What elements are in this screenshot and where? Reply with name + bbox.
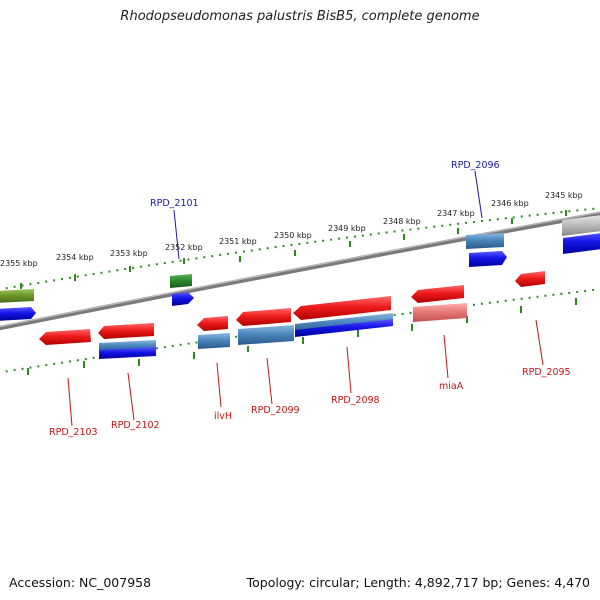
- gene-blue-left[interactable]: [0, 307, 36, 321]
- forward-major-ticks: [20, 210, 567, 289]
- gene-rpd2101-blue[interactable]: [172, 292, 194, 306]
- gene-grey-right[interactable]: [562, 214, 600, 236]
- gene-label-miaa: miaA: [439, 381, 464, 392]
- scale-labels: 2355 kbp 2354 kbp 2353 kbp 2352 kbp 2351…: [0, 191, 583, 268]
- gene-rpd2098-red[interactable]: [293, 296, 391, 320]
- forward-scale-track: [0, 207, 600, 291]
- gene-miaa-pink[interactable]: [413, 303, 467, 322]
- gene-ilvh-steel[interactable]: [198, 333, 230, 349]
- gene-rpd2096-blue[interactable]: [469, 251, 507, 267]
- scale-label: 2354 kbp: [56, 253, 94, 262]
- gene-label-rpd2095: RPD_2095: [522, 367, 571, 378]
- gene-blue-right[interactable]: [563, 232, 600, 254]
- gene-rpd2099-red[interactable]: [236, 308, 291, 326]
- genome-backbone: [0, 211, 600, 331]
- topology-text: Topology: circular; Length: 4,892,717 bp…: [246, 575, 590, 590]
- gene-label-rpd2098: RPD_2098: [331, 395, 380, 406]
- gene-rpd2103[interactable]: [39, 329, 91, 345]
- gene-label-rpd2101: RPD_2101: [150, 198, 199, 209]
- gene-label-ilvh: ilvH: [214, 411, 232, 422]
- gene-rpd2096-steel[interactable]: [466, 233, 504, 249]
- scale-label: 2345 kbp: [545, 191, 583, 200]
- scale-label: 2352 kbp: [165, 243, 203, 252]
- gene-label-rpd2099: RPD_2099: [251, 405, 300, 416]
- gene-rpd2098-blue[interactable]: [295, 319, 393, 337]
- accession-text: Accession: NC_007958: [9, 575, 152, 590]
- gene-rpd2102-red[interactable]: [98, 323, 154, 339]
- gene-rpd2102-blue[interactable]: [99, 347, 156, 359]
- gene-rpd2101-green[interactable]: [170, 274, 192, 288]
- forward-genes[interactable]: [0, 214, 600, 321]
- scale-label: 2355 kbp: [0, 259, 38, 268]
- gene-rpd2095[interactable]: [515, 271, 545, 287]
- scale-label: 2353 kbp: [110, 249, 148, 258]
- gene-miaa-red[interactable]: [411, 285, 464, 303]
- scale-label: 2350 kbp: [274, 231, 312, 240]
- genome-title: Rhodopseudomonas palustris BisB5, comple…: [120, 9, 480, 24]
- scale-label: 2351 kbp: [219, 237, 257, 246]
- gene-label-rpd2102: RPD_2102: [111, 420, 160, 431]
- genome-backbone-highlight: [0, 211, 600, 328]
- leader-lines: [67, 170, 544, 427]
- gene-olive-left[interactable]: [0, 289, 34, 303]
- gene-label-rpd2103: RPD_2103: [49, 427, 98, 438]
- scale-label: 2349 kbp: [328, 224, 366, 233]
- gene-ilvh-red[interactable]: [197, 316, 228, 331]
- scale-label: 2348 kbp: [383, 217, 421, 226]
- scale-label: 2347 kbp: [437, 209, 475, 218]
- scale-label: 2346 kbp: [491, 199, 529, 208]
- gene-label-rpd2096: RPD_2096: [451, 160, 500, 171]
- gene-rpd2099-steel[interactable]: [238, 325, 294, 345]
- reverse-genes[interactable]: [39, 271, 545, 359]
